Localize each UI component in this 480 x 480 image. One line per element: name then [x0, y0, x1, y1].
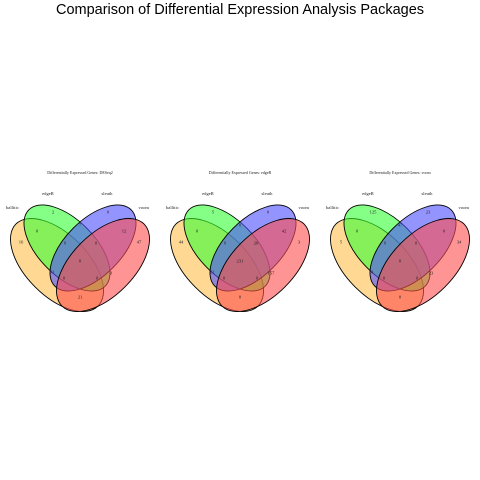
region-count-bcd: 20	[254, 241, 259, 246]
set-label: voom	[139, 205, 150, 210]
region-count-a: 44	[179, 240, 184, 245]
venn-diagram-3: Differentially Expressed Genes: voom ball…	[314, 170, 480, 328]
set-label: edgeR	[202, 191, 215, 196]
region-count-cd: 12	[122, 229, 127, 234]
set-label: voom	[299, 205, 310, 210]
region-count-bc: 47	[398, 223, 403, 228]
region-count-bd: 23	[429, 271, 434, 276]
region-count-d: 47	[137, 240, 142, 245]
region-count-a: 16	[19, 240, 24, 245]
set-label: edgeR	[42, 191, 55, 196]
set-label: voom	[459, 205, 470, 210]
region-count-ac: 21	[210, 270, 215, 275]
venn-diagram-2: Differentially Expressed Genes: edgeR bal…	[154, 170, 326, 328]
set-label: ballitic	[326, 205, 339, 210]
region-count-d: 34	[457, 240, 462, 245]
set-label: edgeR	[362, 191, 375, 196]
region-count-bd: 157	[268, 271, 276, 276]
set-label: sleuth	[262, 191, 274, 196]
region-count-abcd: 231	[237, 259, 245, 264]
venn-diagram-1: Differentially Expressed Genes: DESeq2 ba…	[0, 170, 166, 328]
venn-title: Differentially Expressed Genes: voom	[369, 170, 431, 175]
region-count-ad: 21	[78, 295, 83, 300]
set-label: ballitic	[6, 205, 19, 210]
venn-title: Differentially Expressed Genes: DESeq2	[47, 170, 113, 175]
region-count-cd: 42	[282, 229, 287, 234]
venn-title: Differentially Expressed Genes: edgeR	[209, 170, 272, 175]
set-label: sleuth	[102, 191, 114, 196]
set-label: ballitic	[166, 205, 179, 210]
region-count-ac: 91	[50, 270, 55, 275]
region-count-c: 23	[426, 210, 431, 215]
set-label: sleuth	[422, 191, 434, 196]
region-count-b: 125	[370, 210, 378, 215]
